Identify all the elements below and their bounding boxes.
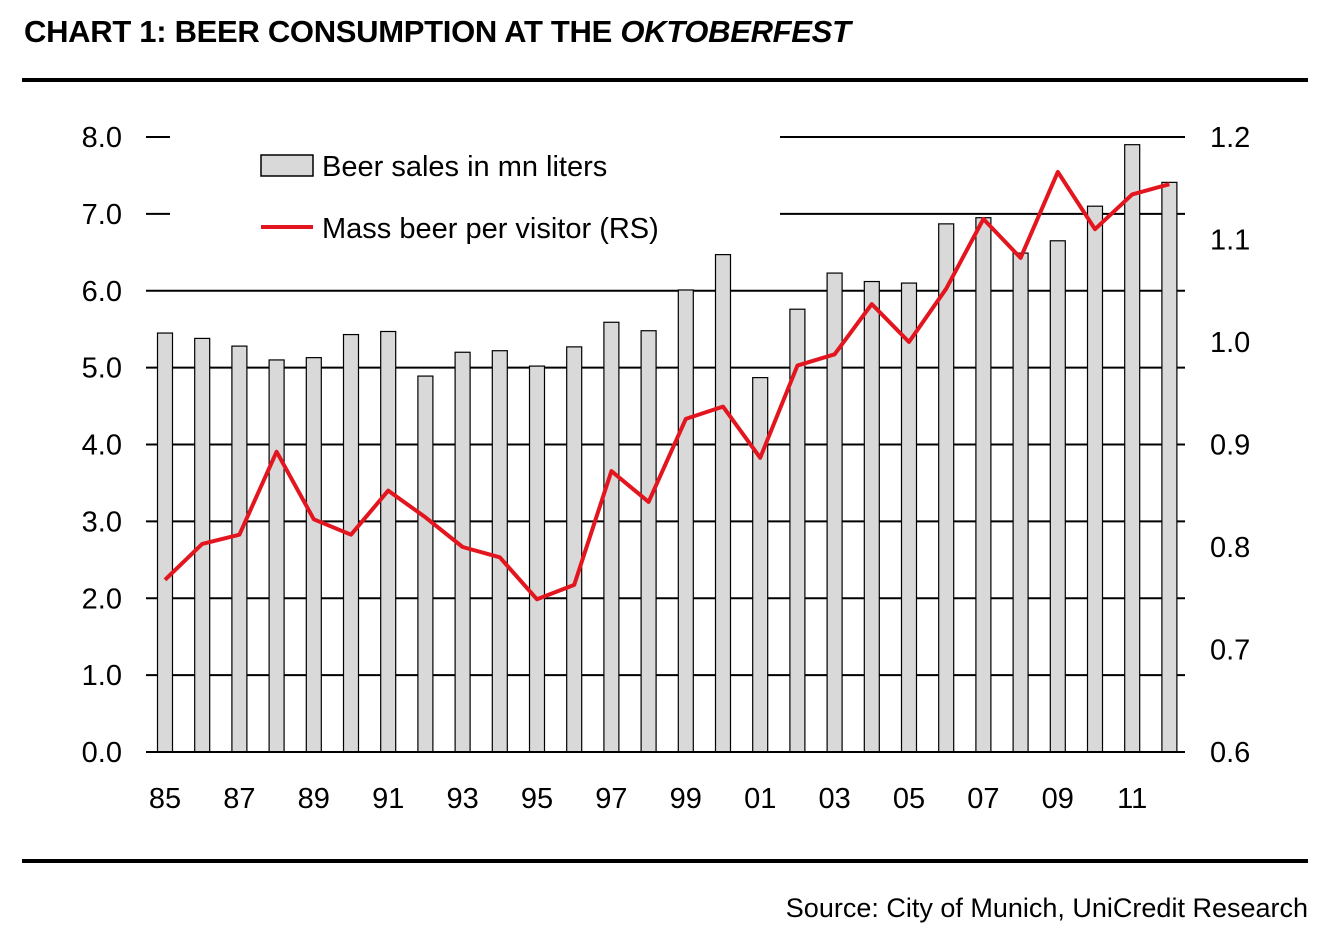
right-tick-label: 1.0: [1210, 327, 1250, 359]
x-tick-label: 95: [521, 783, 553, 815]
left-tick-label: 3.0: [82, 506, 122, 538]
axes: 0.0 1.0 2.0 3.0 4.0 5.0 6.0 7.0 8.0 0.6 0.7 0.8 0.9 1…: [82, 122, 1251, 815]
legend-line-label: Mass beer per visitor (RS): [322, 213, 659, 245]
top-rule: [22, 78, 1308, 82]
line-series: [163, 169, 1170, 602]
x-tick-label: 99: [670, 783, 702, 815]
left-tick-label: 1.0: [82, 660, 122, 692]
legend: Beer sales in mn liters Mass beer per vi…: [260, 151, 659, 245]
bar-97: [603, 321, 620, 753]
bar-09: [1049, 240, 1066, 753]
chart-title: CHART 1: BEER CONSUMPTION AT THE OKTOBER…: [24, 14, 851, 50]
right-tick-label: 1.1: [1210, 225, 1250, 257]
bottom-rule: [22, 859, 1308, 863]
bar-99: [677, 289, 694, 753]
bar-89: [305, 357, 322, 753]
bar-07: [975, 217, 992, 753]
x-tick-label: 87: [223, 783, 255, 815]
bar-series: [156, 144, 1178, 753]
bar-91: [380, 330, 397, 753]
bar-95: [528, 365, 546, 753]
right-tick-label: 0.6: [1210, 737, 1250, 769]
x-tick-label: 85: [149, 783, 181, 815]
left-tick-label: 4.0: [82, 430, 122, 462]
right-tick-label: 0.8: [1210, 532, 1250, 564]
left-tick-label: 5.0: [82, 353, 122, 385]
bar-93: [454, 351, 471, 753]
x-tick-label: 91: [372, 783, 404, 815]
left-tick-label: 2.0: [82, 583, 122, 615]
right-tick-label: 1.2: [1210, 122, 1250, 154]
legend-bar-swatch: [260, 154, 314, 177]
x-tick-label: 09: [1042, 783, 1074, 815]
bar-12: [1161, 181, 1178, 753]
right-tick-label: 0.9: [1210, 430, 1250, 462]
legend-bar-label: Beer sales in mn liters: [322, 151, 607, 183]
bar-85: [156, 332, 174, 753]
bar-04: [863, 280, 880, 753]
bar-00: [714, 254, 732, 753]
bar-87: [231, 345, 248, 753]
x-tick-label: 97: [595, 783, 627, 815]
bar-11: [1124, 144, 1141, 753]
bar-06: [938, 223, 955, 753]
bar-92: [417, 375, 434, 753]
chart-title-emphasis: OKTOBERFEST: [620, 14, 851, 49]
x-tick-label: 05: [893, 783, 925, 815]
bar-98: [640, 330, 657, 753]
bar-01: [752, 377, 769, 753]
bar-08: [1012, 252, 1029, 753]
bar-96: [566, 346, 583, 753]
bar-94: [491, 350, 508, 753]
bar-88: [268, 359, 285, 753]
x-tick-label: 03: [818, 783, 850, 815]
chart-title-main: CHART 1: BEER CONSUMPTION AT THE: [24, 14, 621, 49]
x-tick-label: 89: [298, 783, 330, 815]
bar-05: [900, 282, 918, 753]
x-tick-label: 01: [744, 783, 776, 815]
right-tick-label: 0.7: [1210, 635, 1250, 667]
gridlines: [146, 136, 1185, 677]
left-tick-label: 7.0: [82, 199, 122, 231]
x-tick-label: 93: [446, 783, 478, 815]
line-mass-beer-per-visitor: [163, 169, 1170, 602]
x-tick-label: 07: [967, 783, 999, 815]
bar-10: [1086, 205, 1104, 753]
x-tick-label: 11: [1117, 783, 1147, 815]
left-tick-label: 6.0: [82, 276, 122, 308]
bar-90: [342, 333, 360, 753]
left-tick-label: 0.0: [82, 737, 122, 769]
source-note: Source: City of Munich, UniCredit Resear…: [785, 893, 1308, 923]
left-tick-label: 8.0: [82, 122, 122, 154]
